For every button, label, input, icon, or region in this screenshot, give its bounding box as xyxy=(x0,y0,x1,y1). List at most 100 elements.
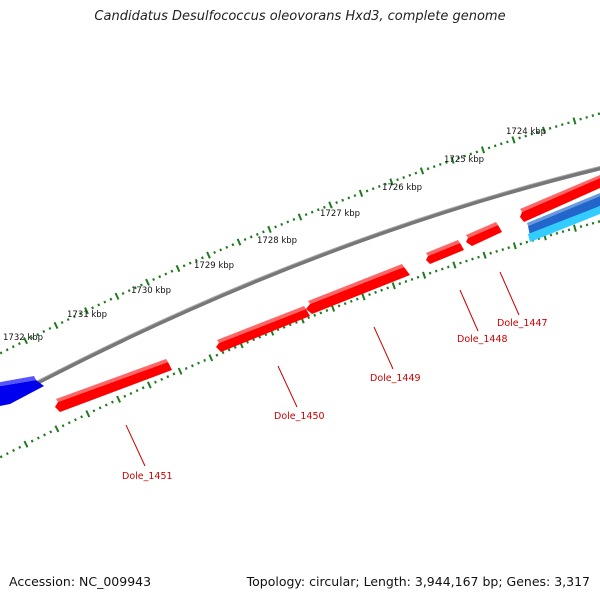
outer-minor-tick xyxy=(11,345,15,349)
outer-minor-tick xyxy=(561,123,564,127)
outer-major-tick xyxy=(267,225,272,233)
outer-minor-tick xyxy=(524,134,528,138)
outer-minor-tick xyxy=(493,144,497,148)
gene-arrow-dole-1450[interactable] xyxy=(216,306,310,352)
genome-backbone-highlight xyxy=(0,165,600,402)
outer-major-tick xyxy=(358,189,364,197)
inner-minor-tick xyxy=(349,299,353,303)
scale-label-1725: 1725 kbp xyxy=(444,155,484,165)
inner-minor-tick xyxy=(410,277,414,281)
inner-minor-tick xyxy=(561,230,565,233)
outer-major-tick xyxy=(145,278,150,286)
inner-major-tick xyxy=(54,425,60,433)
outer-major-tick xyxy=(511,136,516,144)
outer-minor-tick xyxy=(597,112,600,116)
inner-minor-tick xyxy=(36,436,40,440)
gene-label-dole-1447[interactable]: Dole_1447 xyxy=(497,318,548,329)
inner-major-tick xyxy=(512,242,517,250)
gene-label-dole-1450[interactable]: Dole_1450 xyxy=(274,411,325,422)
inner-minor-tick xyxy=(258,335,262,339)
outer-minor-tick xyxy=(408,173,412,177)
inner-major-tick xyxy=(482,251,487,259)
accession-text: Accession: NC_009943 xyxy=(9,574,152,589)
forward-gene-right[interactable] xyxy=(527,193,600,236)
outer-major-tick xyxy=(84,307,89,315)
inner-minor-tick xyxy=(555,231,559,235)
gene-arrow-dole-1451[interactable] xyxy=(55,359,172,412)
inner-minor-tick xyxy=(398,282,402,286)
outer-minor-tick xyxy=(5,348,9,352)
outer-minor-tick xyxy=(310,210,314,214)
outer-minor-tick xyxy=(36,332,40,337)
forward-gene-right-lower[interactable] xyxy=(528,206,600,242)
outer-minor-tick xyxy=(274,225,278,229)
scale-label-1724: 1724 kbp xyxy=(506,127,546,137)
outer-major-tick xyxy=(175,264,181,273)
forward-gene-left[interactable] xyxy=(0,376,44,407)
outer-minor-tick xyxy=(30,336,34,340)
scale-label-1731: 1731 kbp xyxy=(67,310,107,320)
leader-dole-1448 xyxy=(459,289,479,332)
outer-major-tick xyxy=(572,117,577,125)
outer-major-tick xyxy=(542,126,546,134)
inner-minor-tick xyxy=(404,280,408,283)
outer-minor-tick xyxy=(554,125,558,129)
outer-minor-tick xyxy=(72,315,76,319)
inner-major-tick xyxy=(116,395,122,403)
outer-major-tick xyxy=(236,238,242,246)
inner-minor-tick xyxy=(74,418,77,422)
gene-label-dole-1448[interactable]: Dole_1448 xyxy=(457,334,508,345)
scale-label-1727: 1727 kbp xyxy=(320,209,360,219)
inner-minor-tick xyxy=(355,297,359,301)
outer-minor-tick xyxy=(280,222,284,226)
outer-minor-tick xyxy=(97,303,101,307)
inner-minor-tick xyxy=(380,288,383,292)
outer-minor-tick xyxy=(213,250,217,255)
inner-minor-tick xyxy=(67,421,71,425)
outer-minor-tick xyxy=(164,272,168,276)
outer-minor-tick xyxy=(506,140,509,144)
outer-minor-tick xyxy=(438,162,442,166)
gene-arrow-right-edge[interactable] xyxy=(520,175,600,222)
gene-label-dole-1449[interactable]: Dole_1449 xyxy=(370,373,421,384)
outer-minor-tick xyxy=(48,326,52,330)
outer-minor-tick xyxy=(225,245,229,249)
outer-minor-tick xyxy=(414,171,418,175)
outer-minor-tick xyxy=(469,152,473,156)
inner-minor-tick xyxy=(459,261,462,265)
inner-minor-tick xyxy=(123,394,127,398)
outer-minor-tick xyxy=(60,320,64,325)
outer-minor-tick xyxy=(231,243,235,247)
inner-minor-tick xyxy=(43,433,46,437)
outer-minor-tick xyxy=(335,201,338,205)
inner-minor-tick xyxy=(325,309,329,312)
inner-minor-tick xyxy=(313,313,317,317)
outer-scale-ticks xyxy=(0,112,600,355)
inner-major-tick xyxy=(85,410,91,418)
outer-minor-tick xyxy=(341,198,345,202)
inner-minor-tick xyxy=(567,228,571,232)
outer-minor-tick xyxy=(304,213,308,217)
outer-major-tick xyxy=(328,201,333,209)
outer-minor-tick xyxy=(316,208,320,212)
outer-minor-tick xyxy=(591,114,595,117)
inner-minor-tick xyxy=(246,340,249,344)
inner-major-tick xyxy=(146,381,152,389)
gene-arrow-dole-1447[interactable] xyxy=(466,222,502,246)
inner-minor-tick xyxy=(80,415,84,419)
inner-minor-tick xyxy=(215,353,219,357)
outer-minor-tick xyxy=(445,160,448,164)
outer-minor-tick xyxy=(243,237,247,242)
gene-arrow-dole-1449[interactable] xyxy=(306,264,410,314)
inner-minor-tick xyxy=(368,293,371,297)
inner-major-tick xyxy=(573,224,577,232)
gene-label-dole-1451[interactable]: Dole_1451 xyxy=(122,471,173,482)
outer-minor-tick xyxy=(255,232,259,236)
inner-minor-tick xyxy=(428,271,432,275)
inner-minor-tick xyxy=(386,286,390,290)
gene-arrow-dole-1448[interactable] xyxy=(426,240,464,264)
inner-minor-tick xyxy=(141,386,145,390)
outer-minor-tick xyxy=(133,286,137,290)
outer-minor-tick xyxy=(463,154,467,158)
leader-dole-1449 xyxy=(373,326,394,370)
